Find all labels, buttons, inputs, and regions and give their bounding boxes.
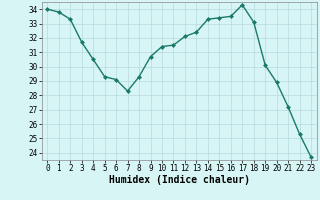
X-axis label: Humidex (Indice chaleur): Humidex (Indice chaleur) [109, 175, 250, 185]
